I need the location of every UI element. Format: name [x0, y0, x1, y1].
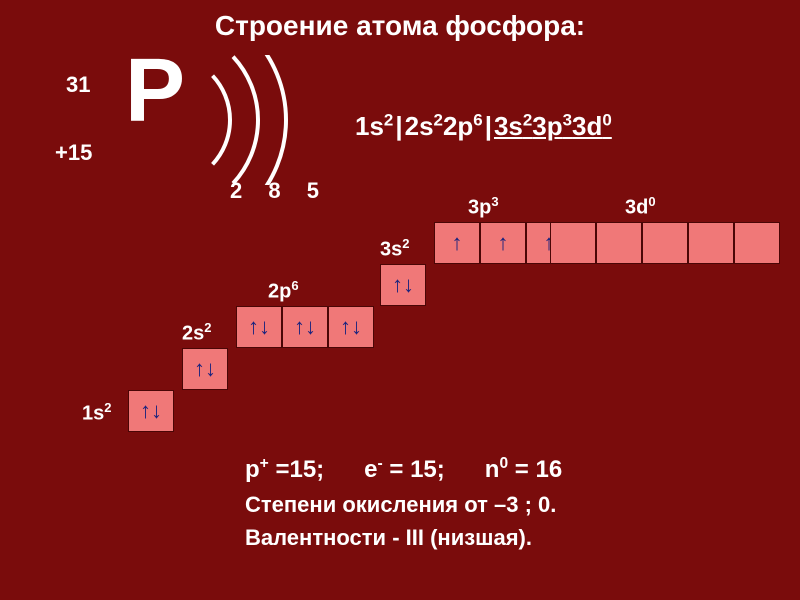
orbital-box: ↑↓	[236, 306, 282, 348]
oxidation-states: Степени окисления от –3 ; 0.	[245, 492, 556, 518]
orbital-box	[550, 222, 596, 264]
orbital-box	[596, 222, 642, 264]
electron-configuration: 1s2 |2s22p6 |3s23p33d0	[355, 110, 612, 142]
orbital-box: ↑↓	[282, 306, 328, 348]
orbital-label: 3d0	[625, 194, 656, 220]
valency-text: Валентности - III (низшая).	[245, 525, 532, 551]
orbital-group: ↑↓	[380, 264, 426, 306]
nuclear-charge: +15	[55, 140, 92, 166]
page-title: Строение атома фосфора:	[0, 0, 800, 42]
orbital-group: ↑↓	[128, 390, 174, 432]
orbital-box: ↑	[480, 222, 526, 264]
orbital-box: ↑↓	[128, 390, 174, 432]
orbital-group: ↑↓↑↓↑↓	[236, 306, 374, 348]
particle-counts: p+ =15; e- = 15; n0 = 16	[245, 455, 562, 484]
orbital-box: ↑↓	[328, 306, 374, 348]
mass-number: 31	[66, 72, 90, 98]
orbital-group: ↑↓	[182, 348, 228, 390]
electron-shells	[205, 55, 345, 185]
element-symbol: P	[125, 40, 185, 143]
orbital-box: ↑↓	[182, 348, 228, 390]
orbital-label: 3p3	[468, 194, 499, 220]
orbital-group	[550, 222, 780, 264]
orbital-box	[688, 222, 734, 264]
orbital-label: 3s2	[380, 236, 409, 262]
orbital-box	[734, 222, 780, 264]
orbital-label: 1s2	[82, 400, 111, 426]
shell-counts: 2 8 5	[230, 178, 329, 204]
orbital-box	[642, 222, 688, 264]
orbital-box: ↑↓	[380, 264, 426, 306]
orbital-label: 2p6	[268, 278, 299, 304]
orbital-box: ↑	[434, 222, 480, 264]
orbital-label: 2s2	[182, 320, 211, 346]
